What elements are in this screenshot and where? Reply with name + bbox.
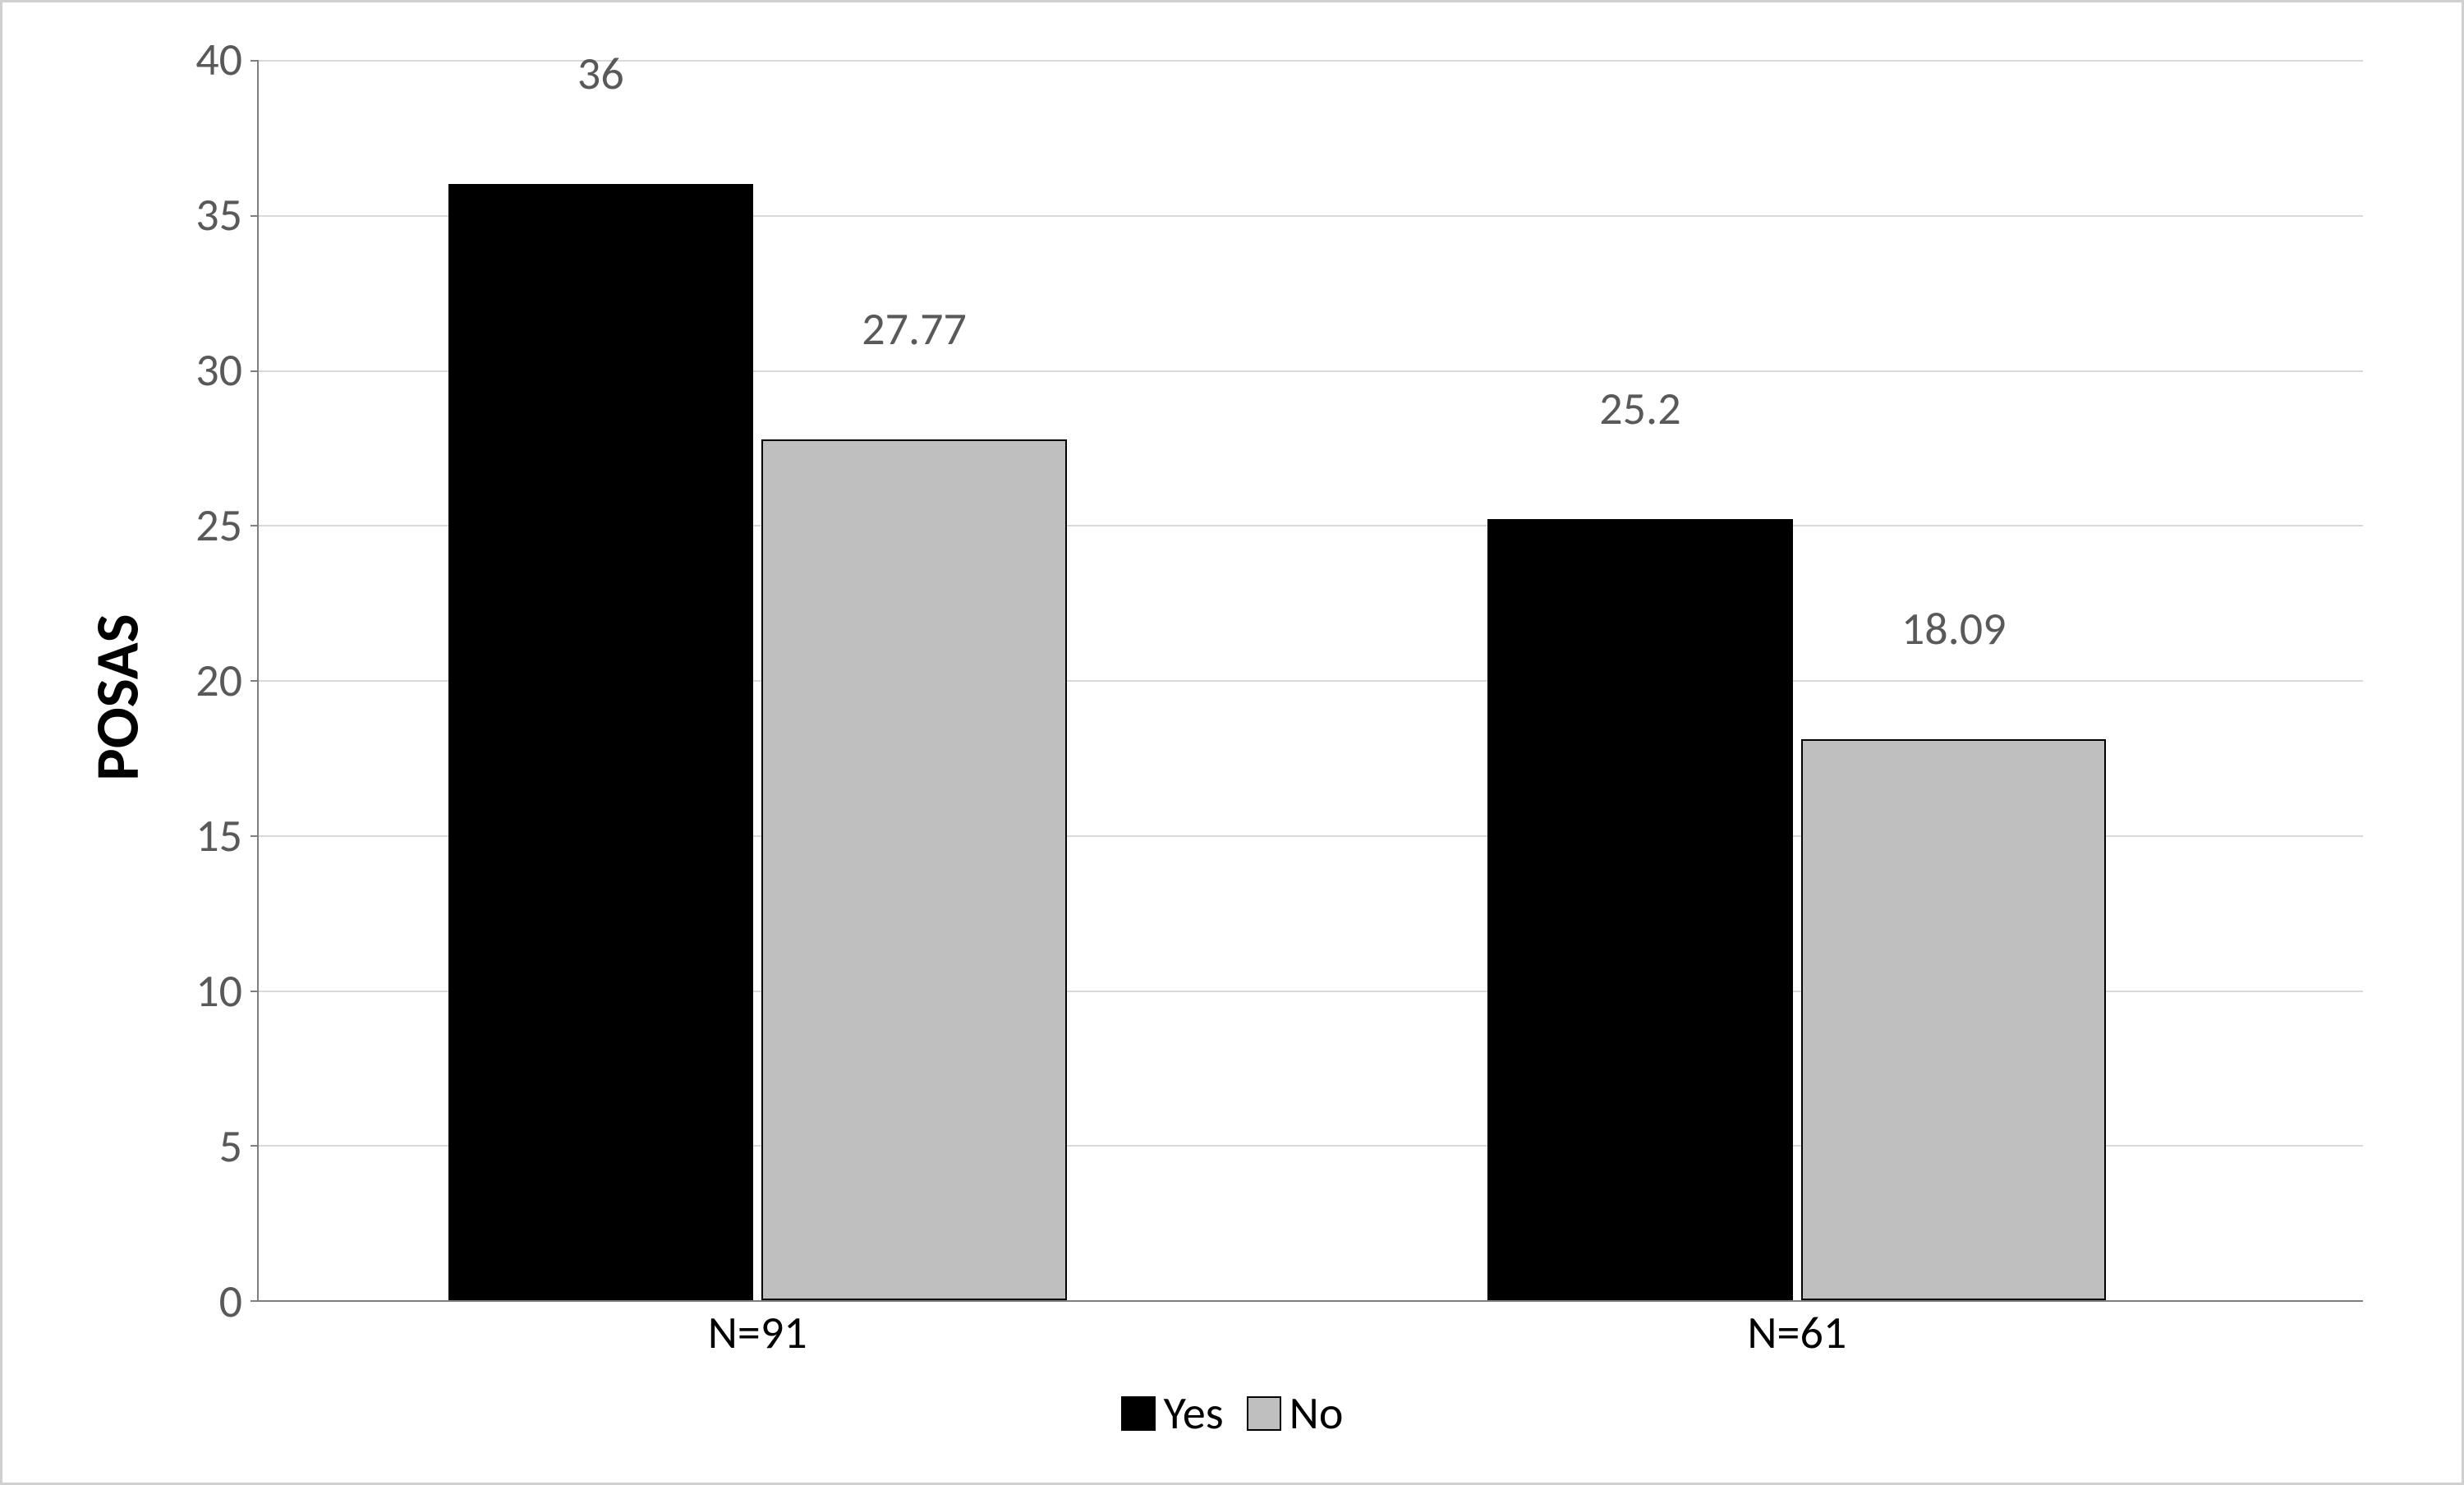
bar-yes-1 — [1487, 519, 1792, 1300]
y-tick-label: 40 — [152, 32, 242, 88]
legend-swatch — [1247, 1396, 1281, 1431]
y-tick-mark — [251, 1145, 259, 1147]
y-tick-mark — [251, 525, 259, 526]
bar-value-label: 27.77 — [862, 301, 967, 370]
bar-value-label: 36 — [577, 46, 624, 115]
chart-body: POSAS 0510152025303540 3627.77N=9125.218… — [68, 27, 2396, 1368]
gridline — [259, 60, 2363, 62]
y-tick-label: 30 — [152, 343, 242, 398]
legend-swatch — [1121, 1396, 1156, 1431]
bar-no-1 — [1801, 739, 2106, 1300]
y-tick-mark — [251, 680, 259, 682]
y-tick-label: 20 — [152, 653, 242, 709]
legend-label: No — [1289, 1386, 1344, 1441]
x-tick-label: N=91 — [708, 1300, 807, 1361]
bar-value-label: 25.2 — [1599, 381, 1680, 450]
y-tick-label: 10 — [152, 963, 242, 1019]
y-tick-label: 35 — [152, 187, 242, 243]
y-tick-label: 25 — [152, 498, 242, 554]
chart-frame: POSAS 0510152025303540 3627.77N=9125.218… — [0, 0, 2464, 1485]
plot-column: 36 27.77 N=91 25.2 18.09 N=61 — [257, 27, 2396, 1368]
bar-value-label: 18.09 — [1901, 601, 2007, 670]
y-tick-label: 0 — [152, 1274, 242, 1330]
x-tick-label: N=61 — [1747, 1300, 1846, 1361]
legend-item-yes: Yes — [1121, 1386, 1224, 1441]
legend: Yes No — [68, 1368, 2396, 1441]
y-axis-ticks-column: 0510152025303540 — [167, 27, 257, 1368]
legend-item-no: No — [1247, 1386, 1344, 1441]
y-tick-mark — [251, 60, 259, 62]
y-tick-label: 15 — [152, 808, 242, 864]
y-tick-mark — [251, 370, 259, 372]
bar-no-0 — [761, 439, 1066, 1300]
y-axis-label: POSAS — [80, 614, 154, 780]
y-tick-mark — [251, 1300, 259, 1302]
legend-label: Yes — [1164, 1386, 1224, 1441]
y-tick-label: 5 — [152, 1119, 242, 1175]
y-tick-mark — [251, 991, 259, 992]
chart-container: POSAS 0510152025303540 3627.77N=9125.218… — [68, 27, 2396, 1441]
plot-area: 3627.77N=9125.218.09N=61 — [257, 60, 2363, 1302]
y-tick-mark — [251, 215, 259, 217]
y-tick-mark — [251, 835, 259, 837]
bar-yes-0 — [448, 184, 753, 1300]
